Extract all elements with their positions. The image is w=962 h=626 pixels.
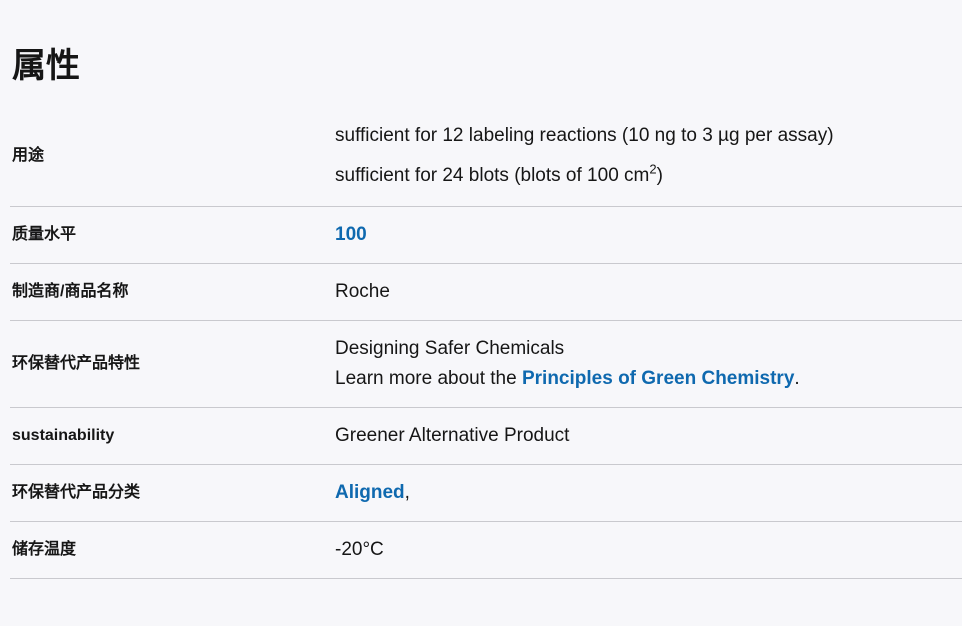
property-row-usage: 用途 sufficient for 12 labeling reactions …	[10, 106, 962, 207]
property-label: 质量水平	[12, 226, 77, 243]
property-row-sustainability: sustainability Greener Alternative Produ…	[10, 408, 962, 465]
page-title: 属性	[12, 47, 80, 85]
property-label: 环保替代产品分类	[12, 484, 141, 501]
property-row-greener-features: 环保替代产品特性 Designing Safer Chemicals Learn…	[10, 321, 962, 408]
greener-features-line-2: Learn more about the Principles of Green…	[335, 368, 800, 389]
property-label: 用途	[12, 147, 45, 164]
property-value: sufficient for 12 labeling reactions (10…	[335, 121, 962, 191]
property-row-storage-temp: 储存温度 -20°C	[10, 522, 962, 579]
property-value: Roche	[335, 281, 390, 302]
superscript-2: 2	[649, 161, 657, 177]
properties-section: 属性 用途 sufficient for 12 labeling reactio…	[10, 44, 962, 579]
quality-level-link[interactable]: 100	[335, 224, 367, 245]
property-label: sustainability	[12, 427, 115, 444]
property-label: 环保替代产品特性	[12, 355, 141, 372]
usage-value-line-1: sufficient for 12 labeling reactions (10…	[335, 125, 834, 146]
property-value: Greener Alternative Product	[335, 425, 570, 446]
property-row-greener-category: 环保替代产品分类 Aligned,	[10, 465, 962, 522]
aligned-suffix: ,	[404, 482, 410, 503]
property-row-quality-level: 质量水平 100	[10, 207, 962, 264]
property-value: Designing Safer Chemicals Learn more abo…	[335, 334, 962, 394]
usage-value-line-2: sufficient for 24 blots (blots of 100 cm…	[335, 161, 663, 186]
property-label: 储存温度	[12, 541, 77, 558]
green-chemistry-link[interactable]: Principles of Green Chemistry	[521, 368, 795, 389]
aligned-link[interactable]: Aligned	[335, 482, 405, 503]
property-value: 100	[335, 220, 962, 250]
property-row-manufacturer: 制造商/商品名称 Roche	[10, 264, 962, 321]
property-value: -20°C	[335, 539, 384, 560]
property-value: Aligned,	[335, 478, 962, 508]
greener-features-line-1: Designing Safer Chemicals	[335, 338, 565, 359]
property-label: 制造商/商品名称	[12, 283, 129, 300]
